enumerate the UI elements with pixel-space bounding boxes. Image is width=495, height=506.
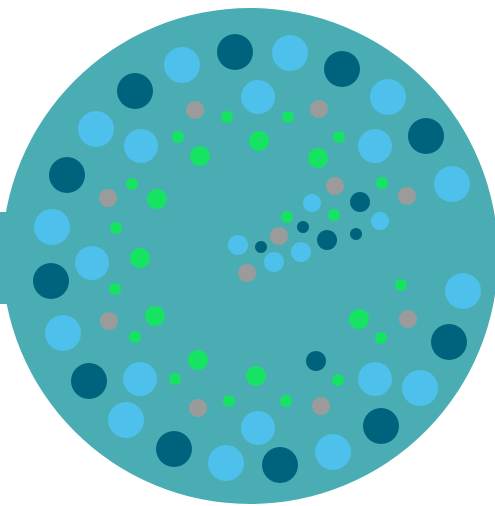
marble-dark-teal[interactable]: [306, 351, 326, 371]
marble-light-blue[interactable]: [358, 129, 392, 163]
marble-light-blue[interactable]: [402, 370, 438, 406]
marble-gray[interactable]: [270, 227, 288, 245]
marble-light-blue[interactable]: [123, 362, 157, 396]
marble-green[interactable]: [190, 146, 210, 166]
marble-light-blue[interactable]: [75, 246, 109, 280]
marble-green[interactable]: [281, 211, 293, 223]
marble-light-blue[interactable]: [371, 212, 389, 230]
marble-light-blue[interactable]: [445, 273, 481, 309]
marble-light-blue[interactable]: [291, 242, 311, 262]
marble-green[interactable]: [282, 111, 294, 123]
marble-gray[interactable]: [238, 264, 256, 282]
marble-green[interactable]: [375, 332, 387, 344]
marble-green[interactable]: [308, 148, 328, 168]
marble-green[interactable]: [249, 131, 269, 151]
marble-green[interactable]: [110, 222, 122, 234]
marble-green[interactable]: [376, 177, 388, 189]
marble-green[interactable]: [145, 306, 165, 326]
marble-light-blue[interactable]: [315, 434, 351, 470]
marble-gray[interactable]: [326, 177, 344, 195]
marble-light-blue[interactable]: [241, 80, 275, 114]
marble-gray[interactable]: [398, 187, 416, 205]
marble-light-blue[interactable]: [434, 166, 470, 202]
marble-light-blue[interactable]: [78, 111, 114, 147]
marble-dark-teal[interactable]: [408, 118, 444, 154]
marble-light-blue[interactable]: [124, 129, 158, 163]
marble-light-blue[interactable]: [34, 209, 70, 245]
marble-dark-teal[interactable]: [117, 73, 153, 109]
marble-green[interactable]: [147, 189, 167, 209]
marble-light-blue[interactable]: [108, 402, 144, 438]
marble-dark-teal[interactable]: [317, 230, 337, 250]
marble-gray[interactable]: [312, 397, 330, 415]
marble-light-blue[interactable]: [358, 362, 392, 396]
marble-green[interactable]: [395, 279, 407, 291]
marble-dark-teal[interactable]: [262, 447, 298, 483]
marble-layer: [33, 34, 481, 483]
marble-gray[interactable]: [189, 399, 207, 417]
marble-light-blue[interactable]: [303, 194, 321, 212]
marble-dark-teal[interactable]: [255, 241, 267, 253]
marble-light-blue[interactable]: [45, 315, 81, 351]
marble-gray[interactable]: [99, 189, 117, 207]
marble-light-blue[interactable]: [241, 411, 275, 445]
marble-green[interactable]: [188, 350, 208, 370]
marble-gray[interactable]: [186, 101, 204, 119]
marble-gray[interactable]: [399, 310, 417, 328]
marble-dark-teal[interactable]: [350, 228, 362, 240]
marble-dark-teal[interactable]: [324, 51, 360, 87]
marble-green[interactable]: [333, 131, 345, 143]
marble-dark-teal[interactable]: [297, 221, 309, 233]
marble-gray[interactable]: [310, 100, 328, 118]
marble-green[interactable]: [280, 395, 292, 407]
marble-green[interactable]: [223, 395, 235, 407]
marble-light-blue[interactable]: [272, 35, 308, 71]
marble-light-blue[interactable]: [208, 445, 244, 481]
marble-green[interactable]: [130, 248, 150, 268]
marble-dark-teal[interactable]: [33, 263, 69, 299]
marble-green[interactable]: [349, 309, 369, 329]
marble-light-blue[interactable]: [228, 235, 248, 255]
marble-light-blue[interactable]: [164, 47, 200, 83]
marble-green[interactable]: [109, 283, 121, 295]
marble-green[interactable]: [332, 374, 344, 386]
marble-gray[interactable]: [100, 312, 118, 330]
marble-dark-teal[interactable]: [431, 324, 467, 360]
marble-green[interactable]: [169, 373, 181, 385]
marble-dark-teal[interactable]: [49, 157, 85, 193]
marble-dark-teal[interactable]: [71, 363, 107, 399]
marble-dark-teal[interactable]: [156, 431, 192, 467]
marble-green[interactable]: [172, 131, 184, 143]
marble-light-blue[interactable]: [264, 252, 284, 272]
marble-dark-teal[interactable]: [350, 192, 370, 212]
marble-dark-teal[interactable]: [363, 408, 399, 444]
marble-green[interactable]: [246, 366, 266, 386]
marble-green[interactable]: [328, 209, 340, 221]
marble-dark-teal[interactable]: [217, 34, 253, 70]
marble-green[interactable]: [126, 178, 138, 190]
marble-light-blue[interactable]: [370, 79, 406, 115]
marble-green[interactable]: [129, 331, 141, 343]
marble-green[interactable]: [221, 111, 233, 123]
